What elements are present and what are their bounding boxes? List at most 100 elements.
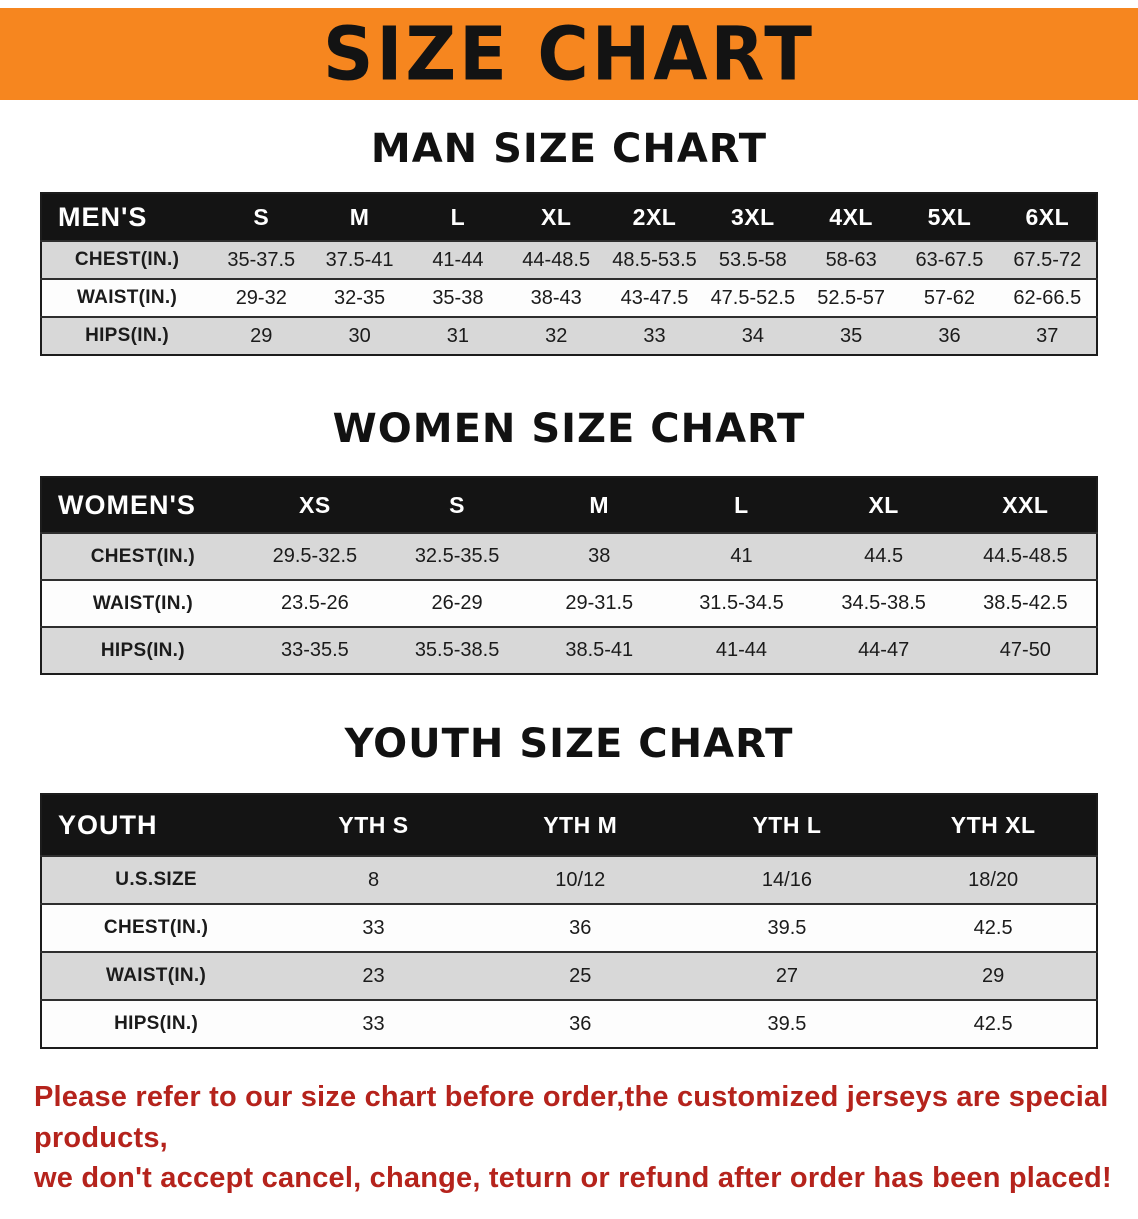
column-header: 6XL xyxy=(998,193,1097,241)
size-value: 38.5-41 xyxy=(528,626,671,674)
column-header: YTH S xyxy=(270,794,477,856)
table-row: CHEST(IN.) 29.5-32.5 32.5-35.5 38 41 44.5 44.5… xyxy=(41,532,1097,580)
size-value: 10/12 xyxy=(476,855,684,904)
men-size-section: MAN SIZE CHART MEN'S S M L XL 2XL 3XL 4XL 5XL 6XL… xyxy=(0,100,1138,356)
column-header: S xyxy=(385,477,529,533)
table-header-row: WOMEN'S XS S M L XL XXL xyxy=(41,477,1097,533)
size-value: 38 xyxy=(528,532,671,580)
size-value: 42.5 xyxy=(890,999,1097,1048)
column-header: L xyxy=(408,193,508,241)
size-value: 36 xyxy=(476,903,684,952)
row-label: CHEST(IN.) xyxy=(41,903,271,952)
size-value: 35.5-38.5 xyxy=(385,626,529,674)
column-header: L xyxy=(670,477,813,533)
size-value: 48.5-53.5 xyxy=(605,240,704,279)
size-value: 32.5-35.5 xyxy=(385,532,529,580)
size-value: 44-48.5 xyxy=(507,240,606,279)
size-value: 44.5 xyxy=(812,532,955,580)
table-row: CHEST(IN.) 33 36 39.5 42.5 xyxy=(41,903,1097,952)
size-value: 37 xyxy=(998,316,1097,355)
column-header: XS xyxy=(243,477,386,533)
size-value: 29-32 xyxy=(212,278,311,317)
size-value: 27 xyxy=(683,951,891,1000)
size-value: 33-35.5 xyxy=(243,626,386,674)
row-label: CHEST(IN.) xyxy=(41,240,213,279)
table-row: WAIST(IN.) 29-32 32-35 35-38 38-43 43-47.5 47.… xyxy=(41,278,1097,317)
size-value: 31.5-34.5 xyxy=(670,579,813,627)
table-row: HIPS(IN.) 33 36 39.5 42.5 xyxy=(41,999,1097,1048)
column-header: M xyxy=(528,477,671,533)
column-header: 4XL xyxy=(801,193,901,241)
size-value: 33 xyxy=(270,999,477,1048)
men-size-table: MEN'S S M L XL 2XL 3XL 4XL 5XL 6XL CHEST(IN.) 35-37… xyxy=(40,192,1098,356)
row-label: WAIST(IN.) xyxy=(41,579,244,627)
row-label: CHEST(IN.) xyxy=(41,532,244,580)
size-value: 36 xyxy=(900,316,999,355)
table-header-row: YOUTH YTH S YTH M YTH L YTH XL xyxy=(41,794,1097,856)
size-value: 43-47.5 xyxy=(605,278,704,317)
size-value: 41 xyxy=(670,532,813,580)
size-value: 39.5 xyxy=(683,999,891,1048)
row-label: WAIST(IN.) xyxy=(41,278,213,317)
size-value: 34 xyxy=(703,316,802,355)
size-value: 29.5-32.5 xyxy=(243,532,386,580)
size-value: 23.5-26 xyxy=(243,579,386,627)
column-header: YTH L xyxy=(683,794,891,856)
size-value: 8 xyxy=(270,855,477,904)
table-row: WAIST(IN.) 23.5-26 26-29 29-31.5 31.5-34.5 34… xyxy=(41,579,1097,627)
men-chart-heading: MAN SIZE CHART xyxy=(370,126,768,172)
youth-size-section: YOUTH SIZE CHART YOUTH YTH S YTH M YTH L YTH… xyxy=(0,675,1138,1049)
size-value: 52.5-57 xyxy=(801,278,901,317)
size-value: 32 xyxy=(507,316,606,355)
size-value: 42.5 xyxy=(890,903,1097,952)
size-value: 38-43 xyxy=(507,278,606,317)
women-size-section: WOMEN SIZE CHART WOMEN'S XS S M L XL XXL CHEST(… xyxy=(0,356,1138,675)
size-value: 44.5-48.5 xyxy=(954,532,1097,580)
disclaimer-line-2: we don't accept cancel, change, teturn o… xyxy=(34,1162,1112,1195)
size-value: 29-31.5 xyxy=(528,579,671,627)
size-value: 36 xyxy=(476,999,684,1048)
size-value: 25 xyxy=(476,951,684,1000)
size-value: 33 xyxy=(270,903,477,952)
column-header: XL xyxy=(812,477,955,533)
column-header: 2XL xyxy=(605,193,704,241)
size-value: 41-44 xyxy=(408,240,508,279)
size-value: 47.5-52.5 xyxy=(703,278,802,317)
table-title-cell: WOMEN'S xyxy=(41,477,244,533)
size-value: 18/20 xyxy=(890,855,1097,904)
women-chart-heading: WOMEN SIZE CHART xyxy=(332,406,806,452)
size-value: 39.5 xyxy=(683,903,891,952)
table-row: HIPS(IN.) 33-35.5 35.5-38.5 38.5-41 41-44 44-… xyxy=(41,626,1097,674)
size-value: 38.5-42.5 xyxy=(954,579,1097,627)
column-header: 5XL xyxy=(900,193,999,241)
row-label: HIPS(IN.) xyxy=(41,999,271,1048)
size-value: 33 xyxy=(605,316,704,355)
size-value: 63-67.5 xyxy=(900,240,999,279)
banner: SIZE CHART xyxy=(0,8,1138,100)
size-value: 47-50 xyxy=(954,626,1097,674)
table-row: U.S.SIZE 8 10/12 14/16 18/20 xyxy=(41,855,1097,904)
size-value: 26-29 xyxy=(385,579,529,627)
size-value: 31 xyxy=(408,316,508,355)
size-value: 67.5-72 xyxy=(998,240,1097,279)
size-value: 58-63 xyxy=(801,240,901,279)
row-label: HIPS(IN.) xyxy=(41,316,213,355)
disclaimer-line-1: Please refer to our size chart before or… xyxy=(34,1081,1109,1154)
column-header: XXL xyxy=(954,477,1097,533)
size-value: 62-66.5 xyxy=(998,278,1097,317)
column-header: S xyxy=(212,193,311,241)
column-header: XL xyxy=(507,193,606,241)
size-value: 37.5-41 xyxy=(310,240,409,279)
size-value: 30 xyxy=(310,316,409,355)
disclaimer-text: Please refer to our size chart before or… xyxy=(0,1049,1138,1219)
column-header: YTH M xyxy=(476,794,684,856)
youth-size-table: YOUTH YTH S YTH M YTH L YTH XL U.S.SIZE 8 10/12… xyxy=(40,793,1098,1049)
size-value: 35-38 xyxy=(408,278,508,317)
size-value: 53.5-58 xyxy=(703,240,802,279)
row-label: U.S.SIZE xyxy=(41,855,271,904)
size-value: 35-37.5 xyxy=(212,240,311,279)
size-value: 29 xyxy=(212,316,311,355)
size-value: 34.5-38.5 xyxy=(812,579,955,627)
table-row: WAIST(IN.) 23 25 27 29 xyxy=(41,951,1097,1000)
